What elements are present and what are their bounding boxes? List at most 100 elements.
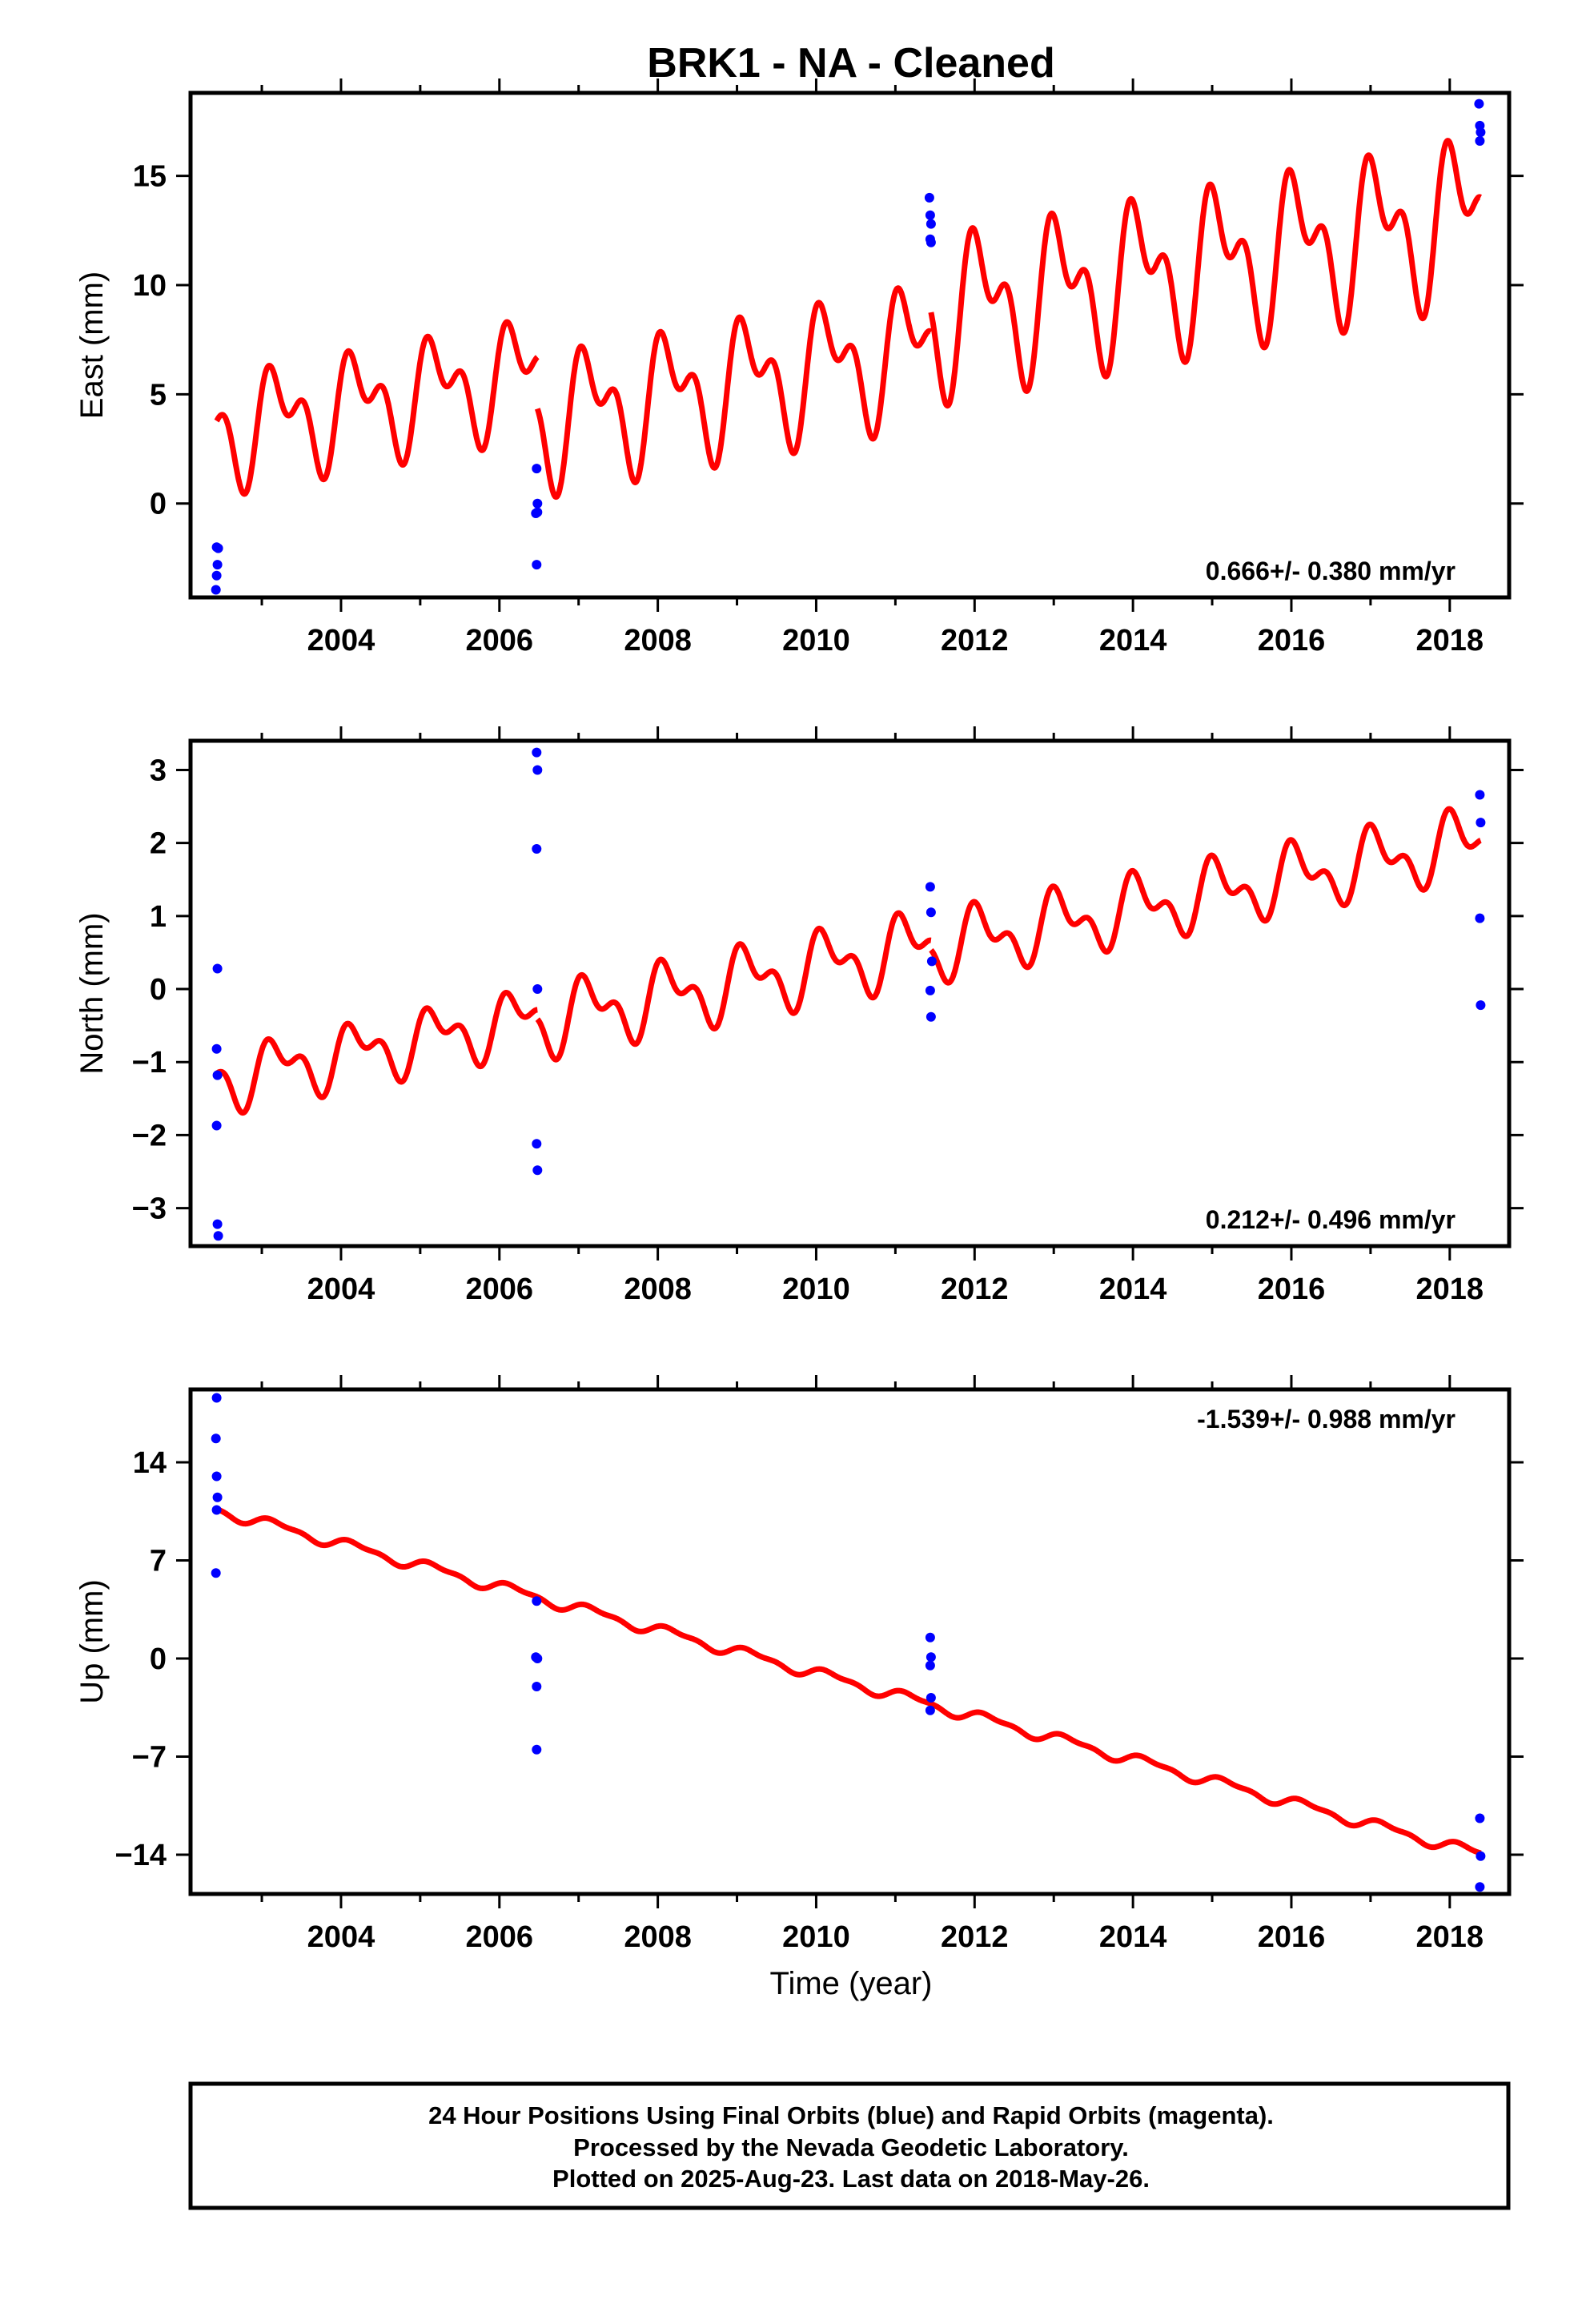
- up-x-tick-label: 2018: [1416, 1920, 1484, 1954]
- up-data-point: [211, 1471, 222, 1482]
- up-data-point: [925, 1632, 935, 1642]
- east-rate-annotation: 0.666+/- 0.380 mm/yr: [1206, 557, 1456, 585]
- east-data-point: [924, 192, 934, 203]
- up-y-tick-label: −7: [132, 1741, 167, 1775]
- north-x-tick-label: 2008: [624, 1273, 692, 1306]
- north-data-point: [211, 1120, 222, 1131]
- up-x-tick-label: 2006: [466, 1920, 534, 1954]
- east-data-point: [926, 219, 936, 229]
- east-data-point: [212, 560, 223, 570]
- east-model-line-1: [214, 319, 540, 497]
- north-data-point: [213, 1231, 223, 1241]
- north-data-point: [212, 1219, 223, 1229]
- east-x-tick-label: 2006: [466, 624, 534, 657]
- up-x-tick-label: 2012: [941, 1920, 1009, 1954]
- north-data-point: [926, 907, 936, 918]
- east-data-point: [532, 464, 542, 474]
- up-data-point: [925, 1705, 935, 1715]
- up-x-tick-label: 2010: [782, 1920, 850, 1954]
- up-x-tick-label: 2008: [624, 1920, 692, 1954]
- footer-line-1: 24 Hour Positions Using Final Orbits (bl…: [428, 2101, 1274, 2129]
- north-panel: 2004 2006 2008 2010 2012 2014 2016 2018 −3 −2 −1 0 1…: [74, 726, 1524, 1306]
- east-x-tick-label: 2004: [307, 624, 375, 657]
- north-x-tick-label: 2010: [782, 1273, 850, 1306]
- north-data-point: [1476, 1000, 1486, 1011]
- north-rate-annotation: 0.212+/- 0.496 mm/yr: [1206, 1205, 1456, 1234]
- north-model-line-2: [535, 910, 934, 1063]
- north-data-point: [926, 956, 937, 967]
- up-data-point: [532, 1744, 542, 1755]
- east-data-point: [213, 543, 223, 553]
- x-axis-label: Time (year): [770, 1966, 933, 2001]
- east-x-tick-label: 2012: [941, 624, 1009, 657]
- north-data-point: [925, 985, 935, 995]
- north-x-tick-label: 2006: [466, 1273, 534, 1306]
- east-x-tick-label: 2010: [782, 624, 850, 657]
- up-y-tick-label: 0: [150, 1642, 167, 1676]
- north-y-tick-label: 2: [150, 827, 167, 861]
- up-y-tick-label: 14: [133, 1446, 167, 1480]
- east-y-axis-label: East (mm): [74, 271, 110, 419]
- up-y-tick-label: −14: [115, 1839, 167, 1872]
- east-y-tick-label: 5: [150, 378, 167, 412]
- up-data-point: [211, 1393, 222, 1403]
- east-data-point: [1476, 127, 1486, 138]
- footer-line-2: Processed by the Nevada Geodetic Laborat…: [573, 2133, 1129, 2161]
- up-data-point: [211, 1433, 221, 1444]
- up-data-point: [925, 1660, 935, 1671]
- north-data-point: [211, 1043, 222, 1054]
- up-data-point: [532, 1596, 542, 1606]
- north-y-tick-label: 1: [150, 900, 167, 934]
- north-data-point: [212, 963, 223, 974]
- north-x-tick-label: 2014: [1099, 1273, 1167, 1306]
- up-data-point: [211, 1505, 222, 1515]
- north-y-axis-label: North (mm): [74, 912, 110, 1074]
- up-x-tick-label: 2004: [307, 1920, 375, 1954]
- east-model-line-3: [928, 138, 1484, 409]
- east-data-point: [531, 509, 541, 518]
- footer-line-3: Plotted on 2025-Aug-23. Last data on 201…: [552, 2165, 1150, 2193]
- east-data-point: [1475, 136, 1485, 146]
- north-x-tick-label: 2004: [307, 1273, 375, 1306]
- up-model-line-1: [215, 1506, 1484, 1856]
- chart-title: BRK1 - NA - Cleaned: [647, 40, 1054, 86]
- east-data-point: [211, 570, 222, 581]
- north-y-tick-label: 0: [150, 973, 167, 1007]
- north-data-point: [926, 1011, 936, 1022]
- up-data-point: [1476, 1851, 1486, 1861]
- north-x-tick-label: 2012: [941, 1273, 1009, 1306]
- north-data-point: [1475, 913, 1485, 923]
- east-data-point: [211, 585, 221, 595]
- north-x-tick-label: 2018: [1416, 1273, 1484, 1306]
- north-data-point: [1475, 790, 1485, 800]
- up-x-tick-label: 2016: [1258, 1920, 1326, 1954]
- up-y-axis-label: Up (mm): [74, 1579, 110, 1704]
- east-y-tick-label: 10: [133, 269, 167, 303]
- north-data-point: [532, 1165, 543, 1176]
- north-data-point: [532, 844, 542, 854]
- east-y-tick-label: 0: [150, 488, 167, 521]
- east-x-tick-label: 2014: [1099, 624, 1167, 657]
- up-panel: 2004 2006 2008 2010 2012 2014 2016 2018 −14 −7 0 7 1…: [74, 1375, 1524, 1954]
- up-data-point: [926, 1652, 936, 1663]
- east-data-point: [925, 210, 935, 220]
- up-y-tick-label: 7: [150, 1545, 167, 1578]
- up-data-point: [1475, 1813, 1485, 1823]
- north-y-tick-label: −1: [132, 1046, 167, 1080]
- north-model-line-3: [929, 806, 1484, 986]
- north-x-tick-label: 2016: [1258, 1273, 1326, 1306]
- east-x-tick-label: 2018: [1416, 624, 1484, 657]
- north-y-tick-label: −3: [132, 1192, 167, 1226]
- up-data-point: [212, 1492, 223, 1502]
- north-data-point: [532, 747, 542, 758]
- up-rate-annotation: -1.539+/- 0.988 mm/yr: [1197, 1405, 1456, 1433]
- up-data-point: [926, 1693, 936, 1703]
- up-data-point: [1475, 1882, 1485, 1892]
- north-y-tick-label: −2: [132, 1119, 167, 1152]
- up-data-point: [532, 1682, 542, 1691]
- north-data-point: [532, 984, 543, 994]
- up-plot-frame: [188, 1387, 1512, 1896]
- east-data-point: [926, 237, 936, 247]
- north-data-point: [212, 1070, 223, 1080]
